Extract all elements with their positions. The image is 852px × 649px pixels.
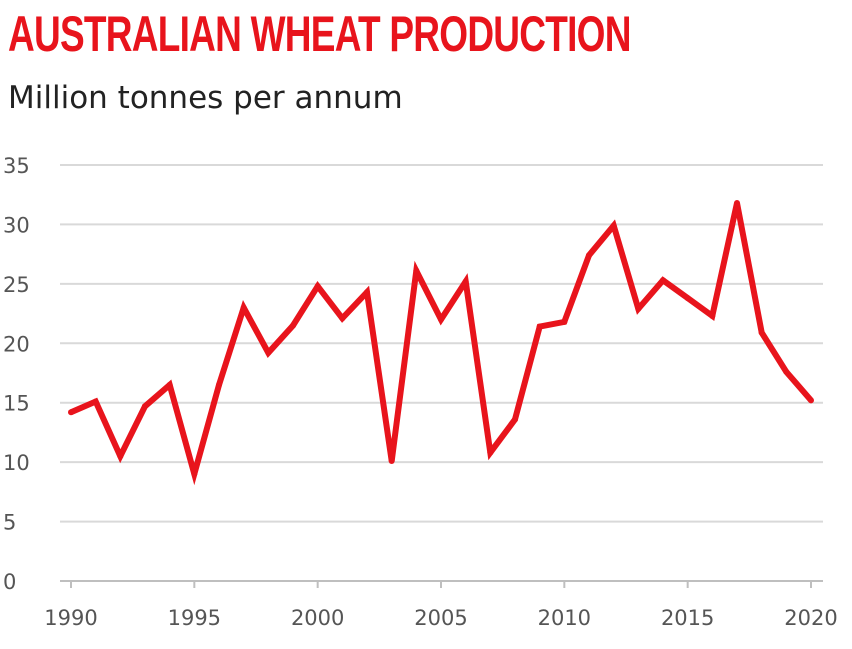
y-tick-label: 30 xyxy=(3,213,30,237)
y-tick-label: 10 xyxy=(3,451,30,475)
data-point xyxy=(734,200,740,207)
y-tick-label: 5 xyxy=(3,511,16,535)
data-point xyxy=(339,315,346,322)
x-tick-label: 1995 xyxy=(168,606,221,630)
y-tick-label: 15 xyxy=(3,392,30,416)
data-point xyxy=(610,222,617,229)
data-point xyxy=(586,252,592,259)
y-tick-label: 25 xyxy=(3,273,30,297)
data-point xyxy=(684,295,691,302)
data-point xyxy=(191,471,198,478)
x-tick-label: 2015 xyxy=(661,606,714,630)
data-point xyxy=(388,457,395,464)
x-tick-label: 2000 xyxy=(291,606,344,630)
data-point xyxy=(92,398,99,405)
x-axis-labels: 1990 1995 2000 2005 2010 2015 2020 xyxy=(44,606,837,630)
data-point xyxy=(536,323,543,330)
data-point xyxy=(438,316,444,323)
y-axis-labels: 0 5 10 15 20 25 30 35 xyxy=(3,154,30,594)
data-point xyxy=(561,318,568,325)
x-axis xyxy=(60,580,823,588)
data-point xyxy=(166,381,173,388)
chart-subtitle: Million tonnes per annum xyxy=(8,80,403,116)
data-point xyxy=(413,267,420,274)
data-point xyxy=(758,329,765,336)
data-point xyxy=(265,349,272,356)
data-point xyxy=(709,312,716,319)
data-point xyxy=(142,403,148,410)
data-point xyxy=(117,453,124,460)
y-tick-label: 20 xyxy=(3,332,30,356)
x-tick-label: 2010 xyxy=(538,606,591,630)
x-tick-label: 1990 xyxy=(44,606,97,630)
data-point xyxy=(487,449,494,456)
y-tick-label: 0 xyxy=(3,570,16,594)
data-point xyxy=(783,368,790,375)
data-point xyxy=(68,409,74,416)
x-tick-label: 2005 xyxy=(414,606,467,630)
x-tick-label: 2020 xyxy=(784,606,837,630)
data-point xyxy=(364,289,370,296)
chart-title: AUSTRALIAN WHEAT PRODUCTION xyxy=(8,6,631,62)
data-point xyxy=(314,283,321,290)
data-point xyxy=(290,322,296,329)
gridlines xyxy=(60,164,823,523)
series-line xyxy=(69,202,814,486)
data-point xyxy=(240,304,247,311)
data-point xyxy=(216,381,222,388)
y-tick-label: 35 xyxy=(3,154,30,178)
series-layer xyxy=(68,200,814,486)
data-point xyxy=(808,397,814,404)
data-point xyxy=(462,278,469,285)
data-point xyxy=(660,277,666,284)
data-point xyxy=(512,416,518,423)
data-point xyxy=(635,305,642,312)
